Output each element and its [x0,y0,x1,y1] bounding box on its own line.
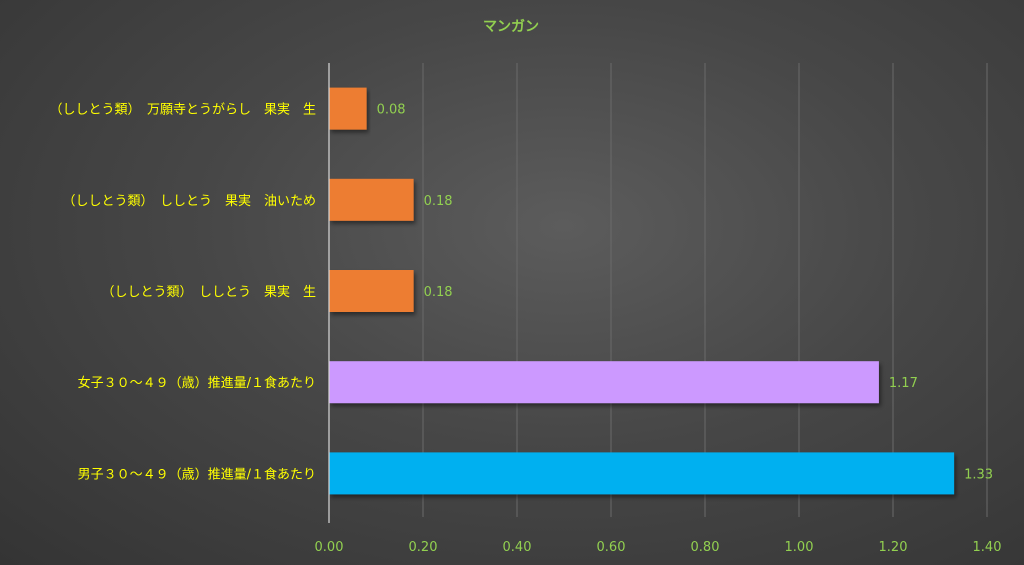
gridlines [422,63,988,517]
bars [329,87,955,495]
bar [329,178,414,221]
x-tick-label: 1.40 [973,540,1002,555]
chart-title: マンガン [483,19,539,35]
bar [329,270,414,312]
data-label: 0.18 [424,285,453,300]
x-tick-label: 0.40 [503,540,532,555]
data-label: 1.17 [889,376,918,391]
category-label: （ししとう類） ししとう 果実 油いため [62,193,316,209]
category-label: （ししとう類） 万願寺とうがらし 果実 生 [49,102,316,118]
data-label: 0.08 [377,103,406,118]
bar [329,452,955,495]
category-label: 女子３０～４９（歳）推進量/１食あたり [78,375,316,391]
bar [329,87,367,130]
x-tick-label: 0.80 [691,540,720,555]
x-tick-label: 0.20 [409,540,438,555]
x-tick-label: 1.00 [785,540,814,555]
category-label: 男子３０～４９（歳）推進量/１食あたり [78,466,316,482]
data-label: 1.33 [964,467,993,482]
x-tick-label: 1.20 [879,540,908,555]
category-label: （ししとう類） ししとう 果実 生 [101,284,316,300]
x-tick-label: 0.60 [597,540,626,555]
x-axis-tick-labels: 0.00 0.20 0.40 0.60 0.80 1.00 1.20 1.40 [315,540,1002,555]
category-labels: （ししとう類） 万願寺とうがらし 果実 生 （ししとう類） ししとう 果実 油いた… [49,102,316,483]
bar [329,361,879,404]
data-label: 0.18 [424,194,453,209]
value-labels: 0.08 0.18 0.18 1.17 1.33 [377,103,993,483]
x-tick-label: 0.00 [315,540,344,555]
